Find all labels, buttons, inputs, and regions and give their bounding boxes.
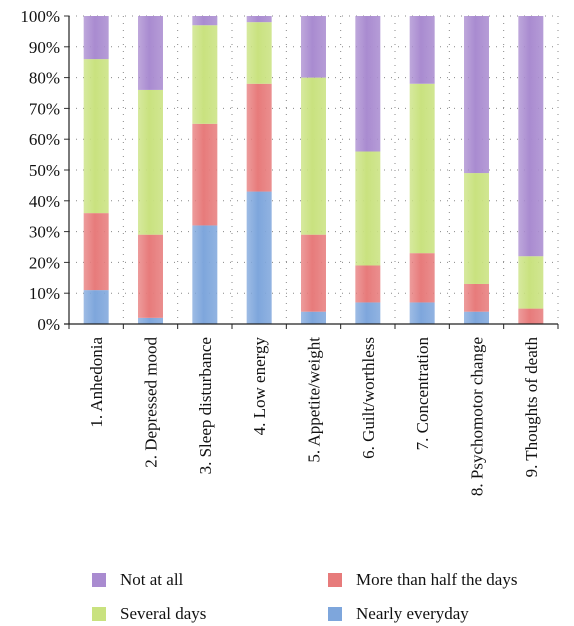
bar-segment (301, 16, 326, 78)
bar-segment (464, 16, 489, 174)
bar-segment (138, 89, 163, 235)
y-tick-label: 20% (29, 253, 60, 272)
y-tick-label: 60% (29, 130, 60, 149)
bar-segment (518, 256, 544, 309)
x-category-label: 3. Sleep disturbance (196, 337, 215, 474)
y-tick-label: 50% (29, 161, 60, 180)
bar-segment (192, 25, 218, 124)
y-tick-label: 10% (29, 284, 60, 303)
bar-segment (246, 22, 272, 84)
y-tick-label: 40% (29, 192, 60, 211)
y-tick-label: 90% (29, 38, 60, 57)
bar-segment (192, 225, 218, 324)
bar-segment (518, 308, 544, 324)
x-category-label: 4. Low energy (250, 337, 269, 436)
x-category-label: 5. Appetite/weight (305, 337, 324, 463)
bar-segment (355, 16, 381, 152)
bar-segment (138, 317, 163, 324)
bar-segment (464, 283, 489, 312)
bar-segment (464, 311, 489, 324)
bar-segment (301, 77, 326, 235)
bar-segment (409, 253, 435, 303)
bar-segment (301, 311, 326, 324)
y-tick-label: 0% (37, 315, 60, 334)
bar-segment (83, 16, 109, 60)
x-category-label: 2. Depressed mood (142, 337, 161, 468)
bar-segment (246, 191, 272, 324)
bar-segment (192, 123, 218, 226)
bar-segment (409, 302, 435, 324)
bar-segment (246, 83, 272, 192)
bar-segment (138, 16, 163, 90)
bar-segment (355, 265, 381, 303)
x-category-label: 1. Anhedonia (87, 337, 106, 428)
x-category-label: 9. Thoughts of death (522, 337, 541, 478)
bar-segment (192, 16, 218, 26)
x-category-label: 7. Concentration (413, 337, 432, 451)
x-category-label: 8. Psychomotor change (468, 337, 487, 496)
bar-segment (409, 83, 435, 254)
bar-segment (83, 59, 109, 214)
bar-segment (355, 302, 381, 324)
y-tick-label: 70% (29, 99, 60, 118)
y-tick-label: 80% (29, 69, 60, 88)
bar-segment (464, 173, 489, 284)
x-category-label: 6. Guilt/worthless (359, 337, 378, 459)
y-tick-label: 100% (20, 7, 60, 26)
bar-segment (83, 290, 109, 324)
y-tick-label: 30% (29, 223, 60, 242)
bar-segment (83, 213, 109, 291)
bar-segment (301, 234, 326, 312)
bar-segment (518, 16, 544, 257)
bar-segment (246, 16, 272, 23)
bar-segment (355, 151, 381, 266)
bar-segment (409, 16, 435, 84)
bar-segment (138, 234, 163, 318)
